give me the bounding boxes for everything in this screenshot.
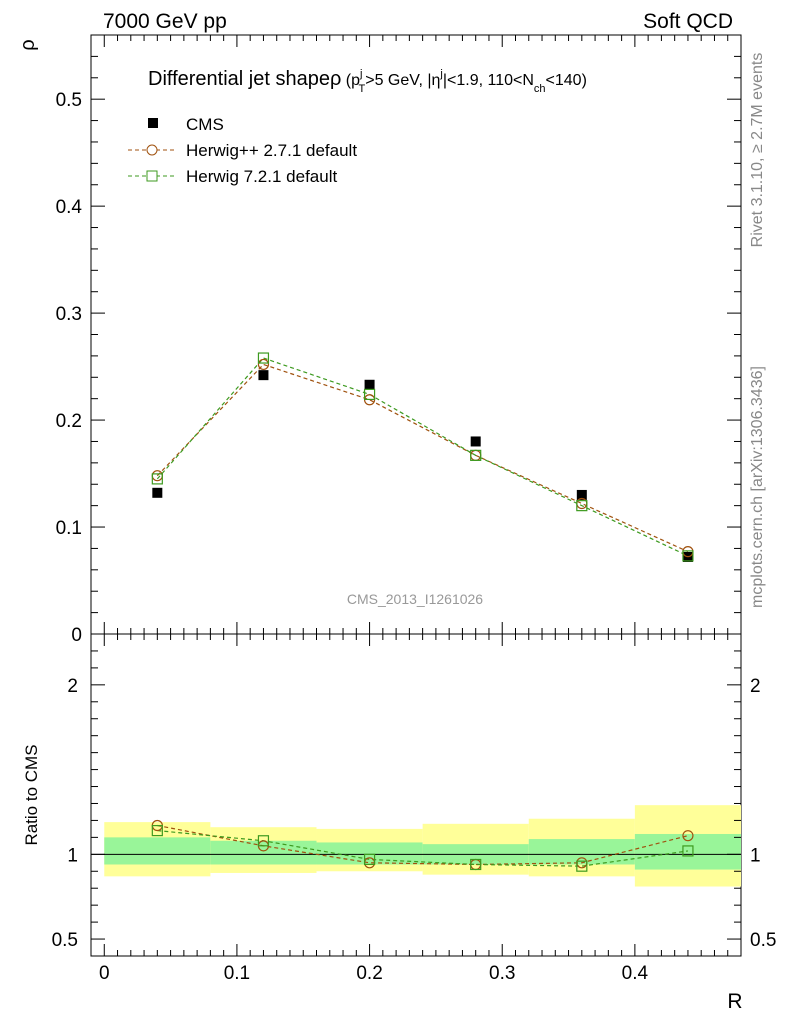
mcplots-label: mcplots.cern.ch [arXiv:1306.3436] xyxy=(749,366,766,608)
title-open: (p xyxy=(341,72,360,89)
title-sub2: ch xyxy=(534,83,546,95)
legend: CMS Herwig++ 2.7.1 default Herwig 7.2.1 … xyxy=(128,115,357,186)
x-tick-label: 0.4 xyxy=(622,963,649,984)
y-tick-label: 0 xyxy=(71,625,82,646)
ratio-herwigpp-point xyxy=(682,830,694,842)
series-layer xyxy=(151,352,694,872)
x-tick-label: 0 xyxy=(99,963,110,984)
herwig7-point xyxy=(257,352,270,364)
title-rho: ρ xyxy=(330,68,341,90)
title-mid2: |<1.9, 110<N xyxy=(443,72,534,89)
y-axis-label-top: ρ xyxy=(17,39,39,50)
ratio-y-tick-label: 2 xyxy=(67,676,78,697)
axis-ticks: 0 0.1 0.2 0.3 0.4 0 0.1 0.2 0.3 0.4 0.5 0.5 0.5 1 1 2 2 xyxy=(52,34,776,984)
ratio-bands xyxy=(91,805,741,887)
ratio-band-inner xyxy=(528,839,635,865)
herwigpp-point xyxy=(257,358,270,371)
legend-herwig7-label: Herwig 7.2.1 default xyxy=(186,167,337,186)
ratio-y-tick-label-right: 2 xyxy=(750,676,761,697)
title-main: Differential jet shape xyxy=(148,68,330,90)
title-sub1: T xyxy=(358,83,365,95)
ratio-series-line xyxy=(157,829,689,867)
title-sup1: j xyxy=(359,68,362,80)
ratio-band-inner xyxy=(634,833,741,870)
ratio-y-tick-label-right: 0.5 xyxy=(750,930,776,951)
legend-herwig7-marker xyxy=(146,170,158,182)
x-axis-label: R xyxy=(727,990,742,1013)
ratio-band-inner xyxy=(210,840,317,865)
herwigpp-point xyxy=(576,497,588,510)
title-end: <140) xyxy=(546,72,587,89)
title-mid1: >5 GeV, |η xyxy=(365,72,440,89)
plot-title: Differential jet shapeρ (pj T>5 GeV, |ηj|… xyxy=(148,68,587,95)
herwig7-point xyxy=(470,449,482,461)
legend-herwigpp-marker xyxy=(146,144,158,156)
x-tick-label: 0.3 xyxy=(489,963,515,984)
ratio-herwig7-point xyxy=(257,835,270,847)
ratio-band-inner xyxy=(316,842,423,865)
legend-cms-label: CMS xyxy=(186,115,224,134)
series-line xyxy=(156,357,689,557)
series-line xyxy=(156,363,689,553)
ratio-herwig7-point xyxy=(363,853,376,866)
ratio-band-inner xyxy=(104,837,211,865)
rivet-version-label: Rivet 3.1.10, ≥ 2.7M events xyxy=(749,53,766,248)
ratio-series-line xyxy=(157,824,689,866)
y-tick-label: 0.2 xyxy=(56,411,82,432)
ratio-herwig7-point xyxy=(151,824,163,837)
legend-herwigpp-label: Herwig++ 2.7.1 default xyxy=(186,141,357,160)
y-tick-label: 0.3 xyxy=(56,304,82,325)
cms-point xyxy=(364,379,375,390)
herwig7-point xyxy=(151,473,163,485)
cms-point xyxy=(258,370,269,381)
herwig7-point xyxy=(576,500,588,512)
cms-point xyxy=(576,489,587,500)
ratio-y-tick-label: 0.5 xyxy=(52,930,78,951)
legend-cms-marker xyxy=(148,118,158,128)
title-sup2: j xyxy=(439,68,442,80)
cms-point xyxy=(470,436,481,447)
x-tick-label: 0.1 xyxy=(224,963,250,984)
herwig7-point xyxy=(363,388,376,400)
analysis-watermark: CMS_2013_I1261026 xyxy=(347,591,483,607)
energy-label: 7000 GeV pp xyxy=(103,10,227,33)
y-tick-label: 0.5 xyxy=(56,90,82,111)
herwig7-point xyxy=(682,550,694,562)
y-axis-label-ratio: Ratio to CMS xyxy=(22,744,41,845)
x-tick-label: 0.2 xyxy=(356,963,382,984)
y-tick-label: 0.1 xyxy=(56,518,82,539)
ratio-herwig7-point xyxy=(470,858,482,871)
process-label: Soft QCD xyxy=(643,10,733,33)
cms-point xyxy=(152,487,163,498)
ratio-herwig7-point xyxy=(682,845,694,857)
y-tick-label: 0.4 xyxy=(56,197,83,218)
ratio-y-tick-label: 1 xyxy=(67,845,78,866)
ratio-y-tick-label-right: 1 xyxy=(750,845,761,866)
ratio-herwig7-point xyxy=(576,860,588,872)
ratio-panel-frame xyxy=(90,633,742,957)
